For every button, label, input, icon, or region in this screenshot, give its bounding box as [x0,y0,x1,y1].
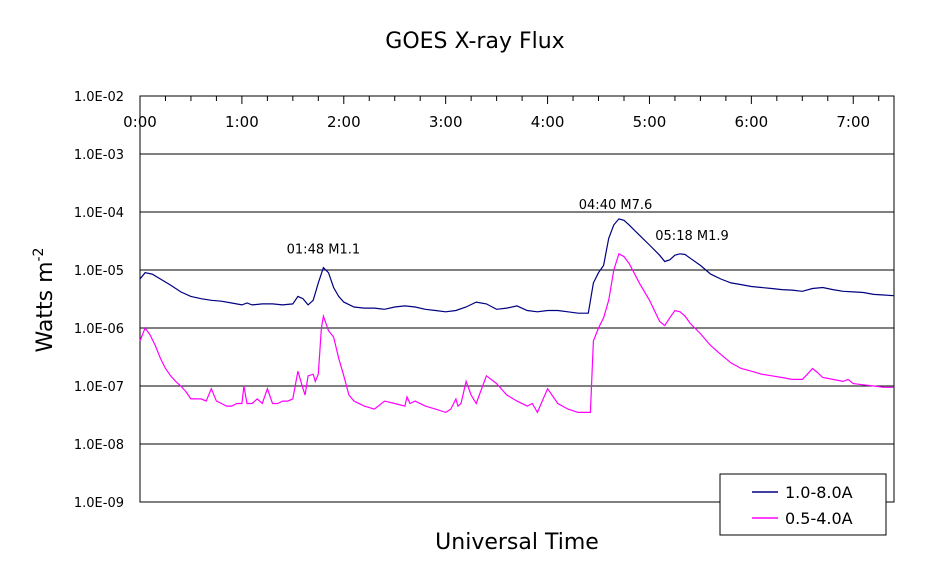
y-tick-label: 1.0E-05 [74,264,124,279]
legend-box [719,473,887,536]
x-axis: 0:00 1:00 2:00 3:00 4:00 5:00 6:00 7:00 [123,96,880,131]
x-tick-label: 7:00 [836,113,870,131]
x-tick-label: 3:00 [429,113,463,131]
series-line-0-5-4a [139,252,894,414]
y-axis-label: Watts m-2 [31,248,58,353]
annotations: 01:48 M1.1 04:40 M7.6 05:18 M1.9 [287,198,729,258]
legend-label-0-5-4a: 0.5-4.0A [785,509,853,528]
x-tick-label: 5:00 [633,113,667,131]
annotation-label: 05:18 M1.9 [655,229,729,244]
x-axis-label: Universal Time [435,530,599,555]
x-tick-label: 4:00 [531,113,565,131]
y-axis-label-text: Watts m [33,262,58,353]
annotation-label: 01:48 M1.1 [287,243,361,258]
y-tick-label: 1.0E-09 [74,496,124,511]
y-tick-label: 1.0E-03 [74,148,124,163]
legend: 1.0-8.0A 0.5-4.0A [719,473,887,536]
x-tick-label: 2:00 [327,113,361,131]
y-tick-label: 1.0E-04 [74,206,124,221]
y-axis-label-superscript: -2 [31,248,47,262]
y-tick-label: 1.0E-02 [74,90,124,105]
y-tick-label: 1.0E-08 [74,438,124,453]
x-tick-label: 0:00 [123,113,157,131]
annotation-label: 04:40 M7.6 [579,198,653,213]
y-tick-label: 1.0E-06 [74,322,124,337]
plot-frame [139,95,895,503]
y-axis: 1.0E-02 1.0E-03 1.0E-04 1.0E-05 1.0E-06 1.0E-… [74,90,124,511]
x-tick-label: 6:00 [735,113,769,131]
grid [140,95,894,503]
legend-label-1-8a: 1.0-8.0A [785,483,853,502]
x-tick-label: 1:00 [225,113,259,131]
chart-title: GOES X-ray Flux [385,29,564,54]
y-tick-label: 1.0E-07 [74,380,124,395]
series-line-1-8a [139,218,895,314]
